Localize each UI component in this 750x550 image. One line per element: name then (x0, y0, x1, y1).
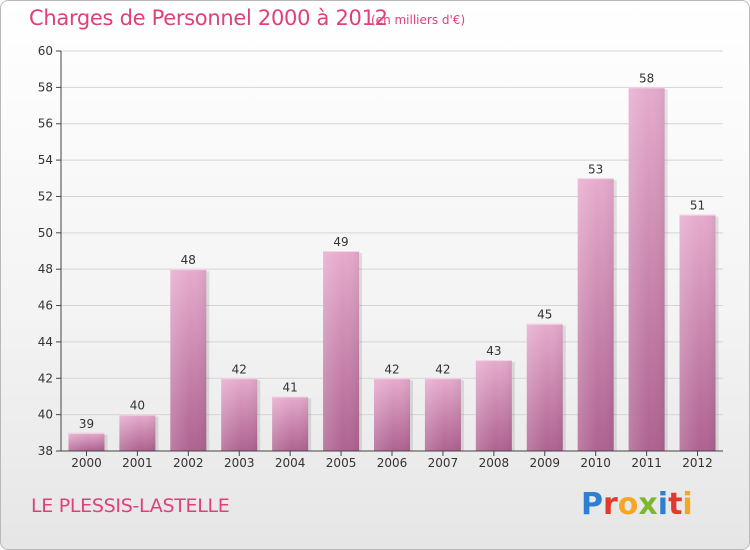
data-label: 39 (79, 417, 94, 431)
bar-shade (679, 214, 716, 451)
data-label: 58 (639, 71, 654, 85)
y-tick-label: 52 (38, 189, 53, 203)
data-label: 43 (486, 344, 501, 358)
x-tick-label: 2001 (122, 456, 153, 470)
logo-letter: P (581, 487, 603, 522)
bars: 39 40 48 42 41 49 42 42 43 45 53 58 51 (68, 71, 719, 452)
y-tick-label: 42 (38, 371, 53, 385)
y-tick-label: 46 (38, 299, 53, 313)
town-name: LE PLESSIS-LASTELLE (31, 495, 230, 517)
data-label: 51 (690, 199, 705, 213)
data-label: 53 (588, 162, 603, 176)
y-tick-label: 58 (38, 80, 53, 94)
x-tick-label: 2006 (377, 456, 408, 470)
x-tick-label: 2007 (428, 456, 459, 470)
data-label: 48 (181, 253, 196, 267)
data-label: 40 (130, 399, 145, 413)
data-label: 41 (283, 380, 298, 394)
chart-subtitle: (en milliers d'€) (371, 13, 466, 27)
logo-letter: i (682, 487, 693, 522)
x-tick-label: 2005 (326, 456, 357, 470)
bar-shade (424, 378, 461, 451)
data-label: 45 (537, 308, 552, 322)
bar-shade (323, 251, 360, 451)
y-tick-label: 40 (38, 408, 53, 422)
bar-shade (577, 178, 614, 452)
x-tick-label: 2000 (71, 456, 102, 470)
y-tick-label: 56 (38, 117, 53, 131)
grid-lines (61, 50, 723, 416)
data-label: 42 (232, 362, 247, 376)
y-tick-label: 44 (38, 335, 53, 349)
logo-letter: o (617, 487, 639, 522)
y-tick-label: 48 (38, 262, 53, 276)
x-tick-label: 2010 (580, 456, 611, 470)
y-tick-label: 60 (38, 44, 53, 58)
x-tick-label: 2002 (173, 456, 204, 470)
chart-title: Charges de Personnel 2000 à 2012 (29, 6, 388, 30)
logo-letter: i (657, 487, 669, 522)
x-tick-label: 2004 (275, 456, 306, 470)
bar-shade (628, 87, 665, 451)
bar-shade (272, 396, 309, 451)
bar-shade (475, 360, 512, 451)
y-tick-label: 54 (38, 153, 53, 167)
x-tick-label: 2003 (224, 456, 255, 470)
y-tick-label: 50 (38, 226, 53, 240)
x-tick-label: 2012 (682, 456, 713, 470)
x-tick-label: 2008 (479, 456, 510, 470)
axes: 38 40 42 44 46 48 50 52 54 56 58 60 2000 2001 2002 2003… (38, 44, 723, 470)
x-tick-label: 2011 (631, 456, 662, 470)
data-label: 42 (435, 362, 450, 376)
data-label: 42 (384, 362, 399, 376)
logo-letter: x (638, 487, 658, 522)
logo-letter: t (668, 487, 683, 522)
bar-shade (170, 269, 207, 451)
x-tick-label: 2009 (529, 456, 560, 470)
logo-letter: r (603, 487, 618, 522)
bar-shade (221, 378, 258, 451)
proxiti-logo[interactable]: Proxiti (581, 487, 693, 522)
bar-shade (374, 378, 410, 451)
bar-shade (119, 414, 156, 451)
y-tick-label: 38 (38, 444, 53, 458)
bar-shade (526, 323, 563, 451)
data-label: 49 (333, 235, 348, 249)
bar-shade (68, 432, 105, 451)
